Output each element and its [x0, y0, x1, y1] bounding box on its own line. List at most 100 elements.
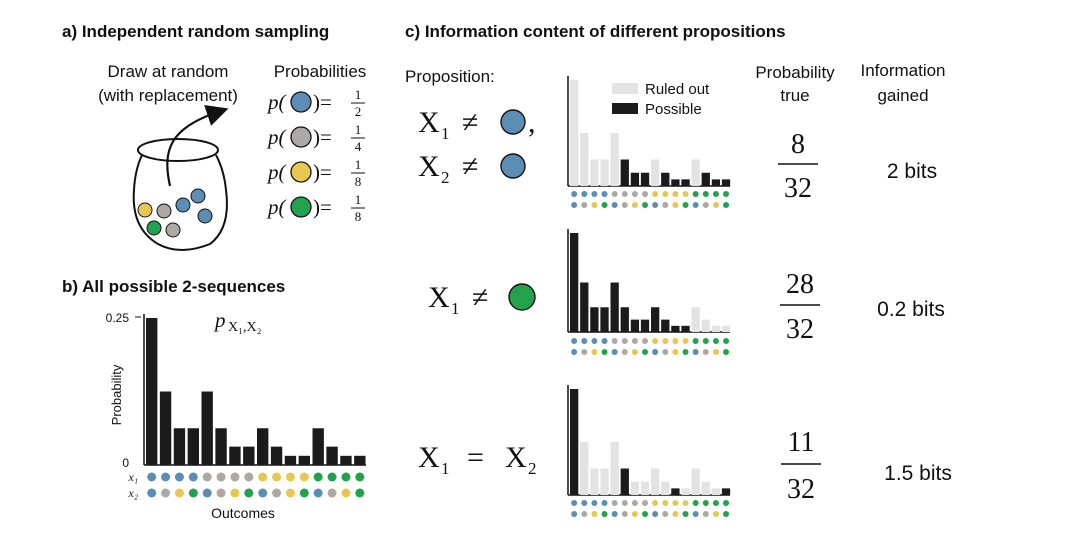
prop1-x1-dot-yellow: [682, 191, 689, 197]
main-bar-yellow-yellow: [284, 455, 297, 465]
prop3-bar-blue-yellow: [590, 468, 599, 495]
prob-gray-close: )=: [313, 125, 332, 149]
prop3-x2-dot-blue: [652, 511, 659, 517]
prop3-x2-dot-yellow: [591, 511, 598, 517]
prop1-x1-dot-green: [692, 191, 699, 197]
main-bar-yellow-gray: [270, 446, 283, 465]
main-bar-gray-gray: [215, 428, 227, 465]
legend-ruled-out-label: Ruled out: [645, 81, 710, 98]
prop1-blue-marble-2: [500, 153, 526, 179]
prop2-x2-dot-blue: [571, 349, 578, 355]
main-x2-dot-gray: [216, 488, 226, 498]
prop3-bar-blue-green: [600, 468, 609, 495]
information-header-2: gained: [877, 86, 928, 105]
prop3-x1-dot-gray: [631, 500, 638, 506]
ytick-025: 0.25: [106, 311, 130, 325]
prop1-x2-dot-blue: [652, 202, 659, 208]
prop3-x2-dot-green: [723, 511, 730, 517]
prop1-x2-dot-yellow: [712, 202, 719, 208]
prob-green-close: )=: [313, 195, 332, 219]
fraction-2-numerator: 28: [786, 269, 814, 300]
prop3-bar-blue-blue: [570, 389, 579, 495]
prop3-x1-dot-gray: [611, 500, 618, 506]
prop3-bar-gray-gray: [620, 468, 629, 495]
prop2-bar-yellow-blue: [651, 307, 660, 332]
main-bar-yellow-blue: [257, 428, 269, 465]
prop3-x2-dot-green: [601, 511, 608, 517]
prop3-x2-dot-yellow: [631, 511, 638, 517]
prop1-x2: X: [418, 150, 440, 183]
prop1-x2-dot-yellow: [631, 202, 638, 208]
main-bar-green-green: [354, 455, 366, 465]
prob-blue-numerator: 1: [355, 87, 362, 102]
prop3-x1-dot-gray: [621, 500, 628, 506]
prop1-x1-dot-yellow: [662, 191, 669, 197]
main-x2-dot-green: [299, 488, 309, 498]
prop3-bar-green-blue: [691, 468, 700, 495]
prop2-x1: X: [428, 281, 450, 314]
prob-gray-numerator: 1: [355, 122, 362, 137]
prop1-bar-green-blue: [691, 159, 700, 186]
prob-yellow-p-label: p(: [266, 160, 288, 184]
prop3-x2-dot-green: [682, 511, 689, 517]
jar-marble-gray: [156, 203, 172, 219]
prop1-x2-dot-gray: [581, 202, 588, 208]
main-x1-dot-yellow: [299, 472, 309, 482]
prop2-bar-gray-yellow: [630, 319, 640, 332]
prop3-x1-dot-yellow: [652, 500, 659, 506]
main-bar-gray-green: [243, 446, 255, 465]
prop2-bar-green-green: [721, 325, 731, 332]
jar-marbles: [137, 188, 213, 238]
prop2-x1-dot-blue: [591, 338, 598, 344]
prop1-x1-dot-gray: [631, 191, 638, 197]
x-axis-label: Outcomes: [211, 505, 275, 521]
proposition-3: X 1 = X 2: [418, 441, 537, 478]
prop3-bar-yellow-yellow: [671, 488, 680, 495]
prop3-x1-dot-gray: [642, 500, 649, 506]
info-gained-2: 0.2 bits: [877, 298, 945, 321]
prop1-x1-dot-gray: [642, 191, 649, 197]
prop2-x2-dot-gray: [621, 349, 628, 355]
prop3-bar-yellow-green: [681, 488, 690, 495]
prop1-x1-dot-green: [723, 191, 730, 197]
draw-arrow: [166, 105, 229, 187]
prop2-x2-dot-gray: [662, 349, 669, 355]
prop1-x1-dot-blue: [581, 191, 588, 197]
prop1-x1-dot-gray: [621, 191, 628, 197]
fraction-row-2: 28 32: [780, 269, 820, 345]
prop3-x1-dot-yellow: [662, 500, 669, 506]
fraction-2-denominator: 32: [786, 314, 814, 345]
prop3-bar-gray-yellow: [630, 481, 640, 495]
main-x1-dot-yellow: [272, 472, 282, 482]
fraction-3-denominator: 32: [787, 474, 815, 505]
prop1-x2-dot-green: [642, 202, 649, 208]
main-bar-gray-yellow: [229, 446, 241, 465]
prop3-x2-dot-gray: [581, 511, 588, 517]
prop3-x2-dot-yellow: [712, 511, 719, 517]
panel-a: a) Independent random sampling Draw at r…: [62, 22, 366, 251]
prop1-bar-yellow-gray: [661, 172, 670, 186]
main-x2-dot-blue: [147, 488, 157, 498]
main-x1-dot-yellow: [258, 472, 268, 482]
panel-c: c) Information content of different prop…: [405, 22, 952, 517]
prop2-x2-dot-blue: [652, 349, 659, 355]
jar-marble-blue: [197, 208, 213, 224]
jar-marble-blue: [190, 188, 206, 204]
prop2-x2-dot-green: [642, 349, 649, 355]
prob-green-denominator: 8: [355, 209, 362, 224]
prop3-x2-dot-green: [642, 511, 649, 517]
fraction-1-numerator: 8: [791, 129, 805, 160]
proposition-2: X 1 ≠: [428, 281, 536, 318]
prop2-x1-dot-yellow: [662, 338, 669, 344]
prop1-neq-2: ≠: [462, 150, 478, 183]
prop2-x2-dot-yellow: [591, 349, 598, 355]
prop2-x2-dot-gray: [581, 349, 588, 355]
prop2-bar-gray-green: [640, 319, 650, 332]
prop2-x1-dot-yellow: [682, 338, 689, 344]
main-x2-dot-blue: [202, 488, 212, 498]
main-x2-dot-green: [244, 488, 254, 498]
prop2-bar-gray-gray: [620, 307, 629, 332]
x2-row-label: x₂: [128, 486, 139, 500]
prop3-x1-dot-green: [692, 500, 699, 506]
prop1-x1-dot-green: [712, 191, 719, 197]
